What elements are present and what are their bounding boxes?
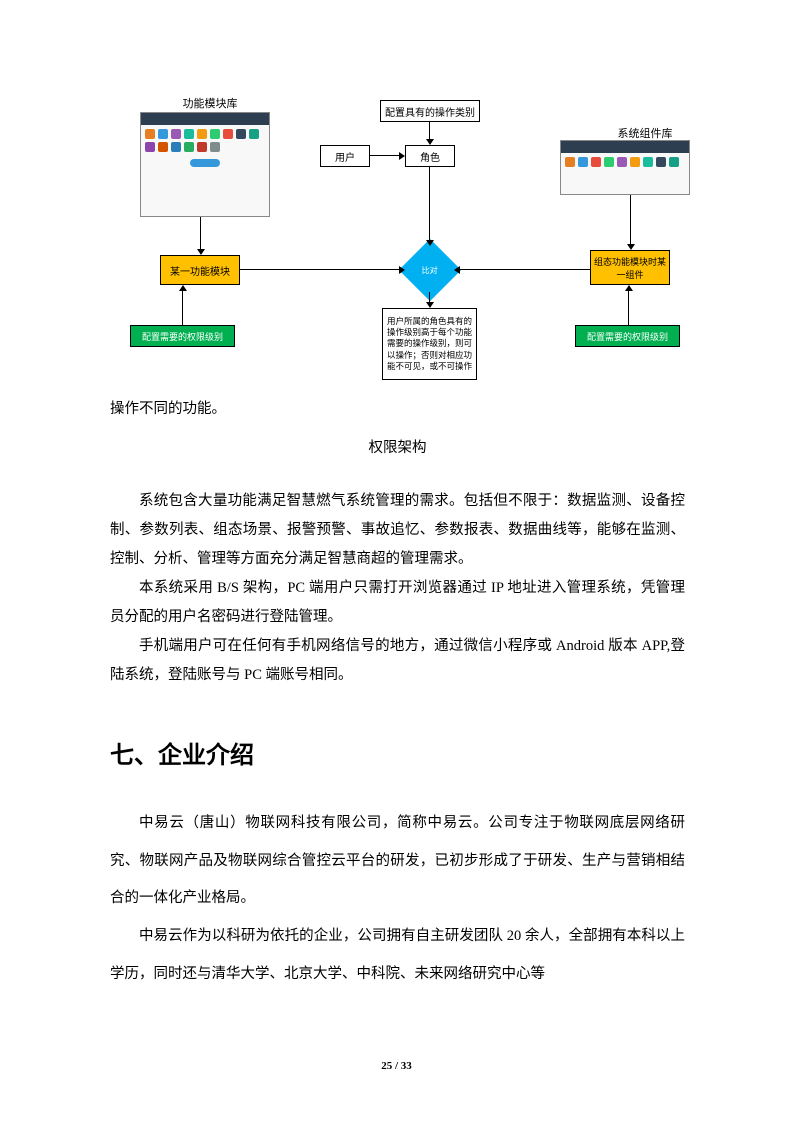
diamond-compare: 比对 (399, 239, 461, 301)
box-user: 用户 (320, 145, 370, 167)
page-number: 25 / 33 (381, 1060, 412, 1072)
box-desc: 用户所属的角色具有的操作级别高于每个功能需要的操作级别，则可以操作；否则对相应功… (382, 308, 477, 380)
box-config-top: 配置具有的操作类别 (380, 100, 480, 122)
screenshot-widget-lib (560, 140, 690, 195)
permission-diagram: 功能模块库 系统组件库 (130, 100, 690, 390)
label-module-lib: 功能模块库 (170, 95, 250, 111)
para5: 中易云作为以科研为依托的企业，公司拥有自主研发团队 20 余人，全部拥有本科以上… (110, 918, 685, 993)
box-module-right: 组态功能模块时某一组件 (590, 250, 670, 285)
text-line1: 操作不同的功能。 (110, 395, 685, 424)
page-footer: 25 / 33 (0, 1060, 793, 1072)
section-heading: 七、企业介绍 (110, 735, 685, 770)
para2: 本系统采用 B/S 架构，PC 端用户只需打开浏览器通过 IP 地址进入管理系统… (110, 574, 685, 632)
para3: 手机端用户可在任何有手机网络信号的地方，通过微信小程序或 Android 版本 … (110, 632, 685, 690)
screenshot-module-lib (140, 112, 270, 217)
box-module-left: 某一功能模块 (160, 255, 240, 285)
label-widget-lib: 系统组件库 (605, 125, 685, 141)
box-perm-right: 配置需要的权限级别 (575, 325, 680, 347)
box-perm-left: 配置需要的权限级别 (130, 325, 235, 347)
para4: 中易云（唐山）物联网科技有限公司，简称中易云。公司专注于物联网底层网络研究、物联… (110, 805, 685, 918)
caption: 权限架构 (110, 436, 685, 457)
box-role: 角色 (405, 145, 455, 167)
document-content: 操作不同的功能。 权限架构 系统包含大量功能满足智慧燃气系统管理的需求。包括但不… (110, 395, 685, 993)
para1: 系统包含大量功能满足智慧燃气系统管理的需求。包括但不限于：数据监测、设备控制、参… (110, 487, 685, 574)
